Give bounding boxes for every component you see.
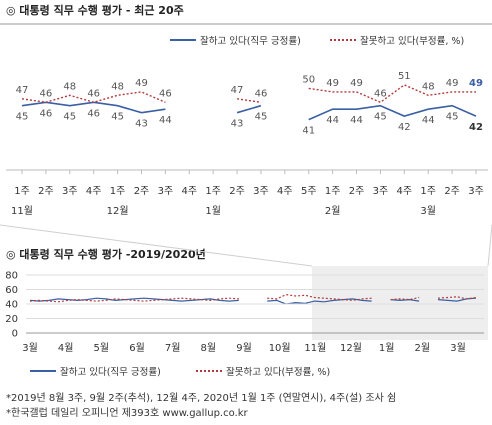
- data-label-negative: 48: [111, 81, 124, 92]
- x-tick-label-month: 6월: [129, 342, 145, 354]
- data-label-negative: 46: [159, 88, 172, 99]
- x-tick-label-week: 3주: [158, 186, 174, 197]
- footnote-source: *한국갤럽 데일리 오피니언 제393호 www.gallup.co.kr: [6, 408, 248, 419]
- x-tick-label-week: 1주: [14, 186, 30, 197]
- x-tick-label-month: 10월: [269, 342, 291, 354]
- x-tick-label-month: 9월: [236, 342, 252, 354]
- data-label-positive: 45: [255, 112, 268, 123]
- chart2-plot: [29, 293, 477, 305]
- x-tick-label-week: 3주: [253, 186, 269, 197]
- data-label-positive: 45: [16, 112, 29, 123]
- data-label-positive: 45: [446, 112, 459, 123]
- data-label-negative: 48: [63, 81, 76, 92]
- x-tick-label-week: 4주: [86, 186, 102, 197]
- x-tick-label-month: 11월: [304, 342, 326, 354]
- footnote-survey-gaps: *2019년 8월 3주, 9월 2주(추석), 12월 4주, 2020년 1…: [6, 393, 397, 404]
- data-label-negative: 49: [135, 78, 148, 89]
- data-label-positive: 45: [374, 112, 387, 123]
- x-tick-label-week: 3주: [62, 186, 78, 197]
- data-label-positive: 45: [111, 112, 124, 123]
- data-label-positive: 45: [63, 112, 76, 123]
- chart2-legend: 잘하고 있다(직무 긍정률) 잘못하고 있다(부정률, %): [30, 366, 330, 378]
- y-tick-label: 60: [5, 285, 18, 296]
- x-tick-label-week: 2주: [38, 186, 54, 197]
- x-tick-label-week: 4주: [277, 186, 293, 197]
- data-label-negative: 46: [40, 88, 53, 99]
- x-tick-label-month: 3월: [450, 342, 466, 354]
- data-label-negative: 47: [16, 85, 29, 96]
- x-tick-label-month: 7월: [165, 342, 181, 354]
- data-label-negative: 49: [326, 78, 339, 89]
- y-tick-label: 40: [5, 300, 18, 311]
- data-label-negative: 47: [231, 85, 244, 96]
- data-label-positive: 43: [135, 119, 148, 130]
- x-tick-label-week: 5주: [301, 186, 317, 197]
- data-label-negative: 49: [446, 78, 459, 89]
- x-tick-label-week: 2주: [349, 186, 365, 197]
- series-line-positive: [29, 297, 477, 305]
- series-line-negative: [21, 84, 476, 104]
- data-label-positive: 44: [159, 115, 172, 126]
- data-label-positive: 44: [350, 115, 363, 126]
- data-label-positive: 44: [422, 115, 435, 126]
- legend2-label-negative: 잘못하고 있다(부정률, %): [226, 366, 330, 378]
- data-label-negative: 46: [374, 88, 387, 99]
- x-tick-label-month: 2월: [325, 205, 341, 217]
- x-tick-label-week: 1주: [205, 186, 221, 197]
- data-label-positive: 42: [398, 122, 411, 133]
- data-label-negative: 46: [255, 88, 268, 99]
- data-label-negative: 50: [302, 74, 315, 85]
- x-tick-label-month: 12월: [340, 342, 362, 354]
- x-tick-label-week: 4주: [397, 186, 413, 197]
- x-tick-label-month: 3월: [22, 342, 38, 354]
- x-tick-label-week: 4주: [181, 186, 197, 197]
- chart1-x-axis: 1주 2주 3주 4주 1주 2주 3주 4주 1주 2주 3주 4주 5주 1주 2주 3주 4주 1주 2주 3주…: [6, 169, 488, 217]
- chart2-axes: 80 60 40 20 0 3월 4월 5월 6월 7월 8월 9월 10월 11월 12월 1월 2월 3월: [5, 271, 484, 354]
- zoom-connector-left: [0, 224, 313, 267]
- x-tick-label-week: 2주: [444, 186, 460, 197]
- recent-period-highlight: [312, 266, 488, 340]
- legend2-label-positive: 잘하고 있다(직무 긍정률): [60, 366, 161, 378]
- x-tick-label-week: 3주: [468, 186, 484, 197]
- x-tick-label-month: 8월: [201, 342, 217, 354]
- data-label-positive: 41: [302, 126, 315, 137]
- legend-label-positive: 잘하고 있다(직무 긍정률): [200, 35, 301, 47]
- x-tick-label-week: 1주: [110, 186, 126, 197]
- y-tick-label: 0: [12, 329, 18, 340]
- x-tick-label-month: 1월: [205, 205, 221, 217]
- data-label-negative: 46: [87, 88, 100, 99]
- chart1-title: ◎ 대통령 직무 수행 평가 - 최근 20주: [6, 3, 184, 17]
- series-line-negative: [29, 293, 477, 303]
- chart2-background: [0, 224, 492, 340]
- data-label-negative: 49: [350, 78, 363, 89]
- x-tick-label-month: 2월: [415, 342, 431, 354]
- x-tick-label-month: 12월: [107, 205, 129, 217]
- y-tick-label: 80: [5, 271, 18, 282]
- legend-label-negative: 잘못하고 있다(부정률, %): [360, 35, 464, 47]
- data-label-positive: 44: [326, 115, 339, 126]
- x-tick-label-month: 1월: [379, 342, 395, 354]
- data-label-negative: 48: [422, 81, 435, 92]
- data-label-positive: 46: [40, 108, 53, 119]
- chart1-legend: 잘하고 있다(직무 긍정률) 잘못하고 있다(부정률, %): [170, 35, 464, 47]
- data-label-positive: 42: [469, 122, 483, 133]
- x-tick-label-month: 3월: [420, 205, 436, 217]
- zoom-connector-right: [487, 224, 492, 267]
- x-tick-label-week: 2주: [229, 186, 245, 197]
- x-tick-label-month: 4월: [58, 342, 74, 354]
- x-tick-label-week: 1주: [325, 186, 341, 197]
- data-label-negative: 51: [398, 71, 411, 82]
- data-label-negative: 49: [469, 78, 483, 89]
- data-label-positive: 43: [231, 119, 244, 130]
- x-tick-label-month: 5월: [94, 342, 110, 354]
- x-tick-label-month: 11월: [11, 205, 33, 217]
- chart2-title: ◎ 대통령 직무 수행 평가 -2019/2020년: [6, 247, 206, 261]
- data-label-positive: 46: [87, 108, 100, 119]
- x-tick-label-week: 3주: [373, 186, 389, 197]
- x-tick-label-week: 2주: [134, 186, 150, 197]
- y-tick-label: 20: [5, 314, 18, 325]
- chart1-plot: 45 46 45 46 45 43 44 43 45 41 44 44 45 42 44 45 42 47 46 48…: [16, 71, 483, 137]
- x-tick-label-week: 1주: [420, 186, 436, 197]
